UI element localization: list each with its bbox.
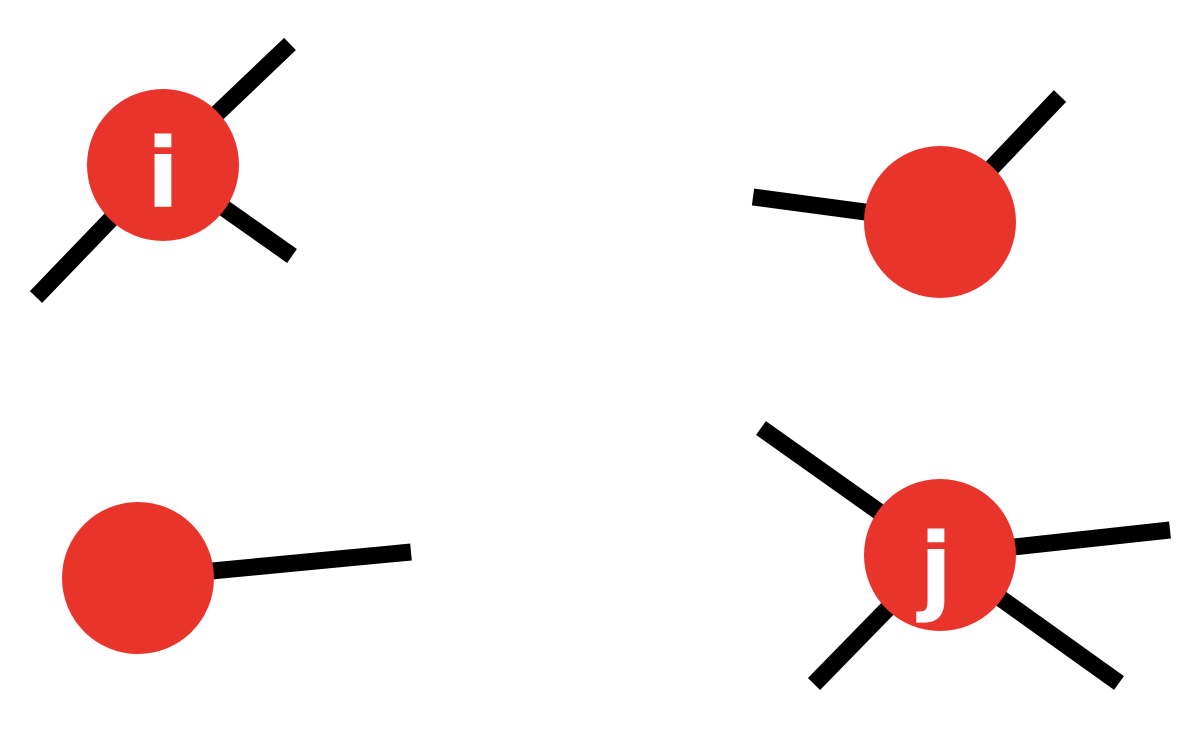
node-bottom-left-group [62, 502, 412, 654]
node-i-label: i [147, 118, 180, 230]
node-i-group: i [29, 37, 297, 303]
node-j [864, 479, 1016, 631]
node-j-group: j [756, 421, 1171, 690]
node-top-right-group [751, 90, 1067, 298]
node-i [87, 89, 239, 241]
node-top-right [864, 146, 1016, 298]
node-bottom-left [62, 502, 214, 654]
node-j-label: j [916, 513, 953, 625]
